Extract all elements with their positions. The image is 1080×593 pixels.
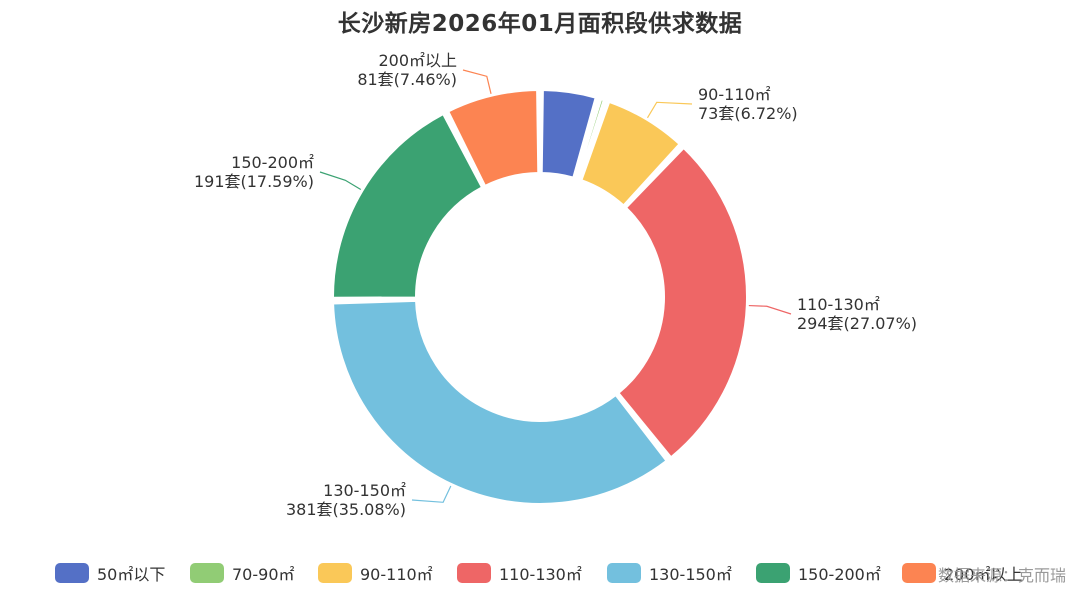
- slice-0[interactable]: [540, 89, 597, 179]
- legend-item-3[interactable]: 110-130㎡: [457, 560, 582, 586]
- legend-swatch-2: [318, 563, 352, 583]
- legend-item-0[interactable]: 50㎡以下: [55, 560, 165, 586]
- label-line-3: [748, 304, 792, 315]
- label-line-2: [646, 101, 693, 119]
- label-line-6: [462, 69, 492, 94]
- slice-4[interactable]: [332, 299, 668, 505]
- legend-swatch-0: [55, 563, 89, 583]
- slice-label-value-6: 81套(7.46%): [357, 70, 457, 89]
- slice-label-value-3: 294套(27.07%): [797, 314, 917, 333]
- slice-label-name-2: 90-110㎡: [698, 85, 771, 104]
- legend-item-4[interactable]: 130-150㎡: [607, 560, 732, 586]
- slice-2[interactable]: [580, 100, 681, 207]
- legend-label-2: 90-110㎡: [360, 565, 433, 584]
- chart-title: 长沙新房2026年01月面积段供求数据: [337, 11, 743, 37]
- slice-3[interactable]: [617, 146, 748, 459]
- slice-5[interactable]: [332, 113, 483, 299]
- watermark: 数据来源：克而瑞: [938, 566, 1067, 585]
- legend-item-2[interactable]: 90-110㎡: [318, 560, 433, 586]
- legend: 50㎡以下 70-90㎡ 90-110㎡ 110-130㎡ 130-150㎡ 150-20…: [0, 560, 1080, 588]
- slice-label-value-5: 191套(17.59%): [194, 172, 314, 191]
- slice-label-name-4: 130-150㎡: [323, 481, 406, 500]
- legend-item-1[interactable]: 70-90㎡: [190, 560, 295, 586]
- slice-label-name-6: 200㎡以上: [378, 51, 457, 70]
- legend-label-0: 50㎡以下: [97, 565, 166, 584]
- slice-label-name-3: 110-130㎡: [797, 295, 880, 314]
- legend-swatch-6: [902, 563, 936, 583]
- label-line-5: [319, 171, 362, 191]
- slice-6[interactable]: [447, 89, 540, 187]
- slice-label-value-4: 381套(35.08%): [286, 500, 406, 519]
- legend-item-5[interactable]: 150-200㎡: [756, 560, 881, 586]
- legend-label-5: 150-200㎡: [798, 565, 881, 584]
- legend-swatch-5: [756, 563, 790, 583]
- legend-label-4: 130-150㎡: [649, 565, 732, 584]
- slice-label-value-2: 73套(6.72%): [698, 104, 798, 123]
- legend-label-3: 110-130㎡: [499, 565, 582, 584]
- legend-label-6: 200㎡以上: [944, 565, 1023, 584]
- legend-swatch-3: [457, 563, 491, 583]
- label-line-4: [411, 485, 452, 503]
- legend-swatch-1: [190, 563, 224, 583]
- legend-label-1: 70-90㎡: [232, 565, 295, 584]
- slice-1[interactable]: [575, 98, 605, 181]
- slice-label-name-5: 150-200㎡: [231, 153, 314, 172]
- legend-item-6[interactable]: 200㎡以上: [902, 560, 1023, 586]
- legend-swatch-4: [607, 563, 641, 583]
